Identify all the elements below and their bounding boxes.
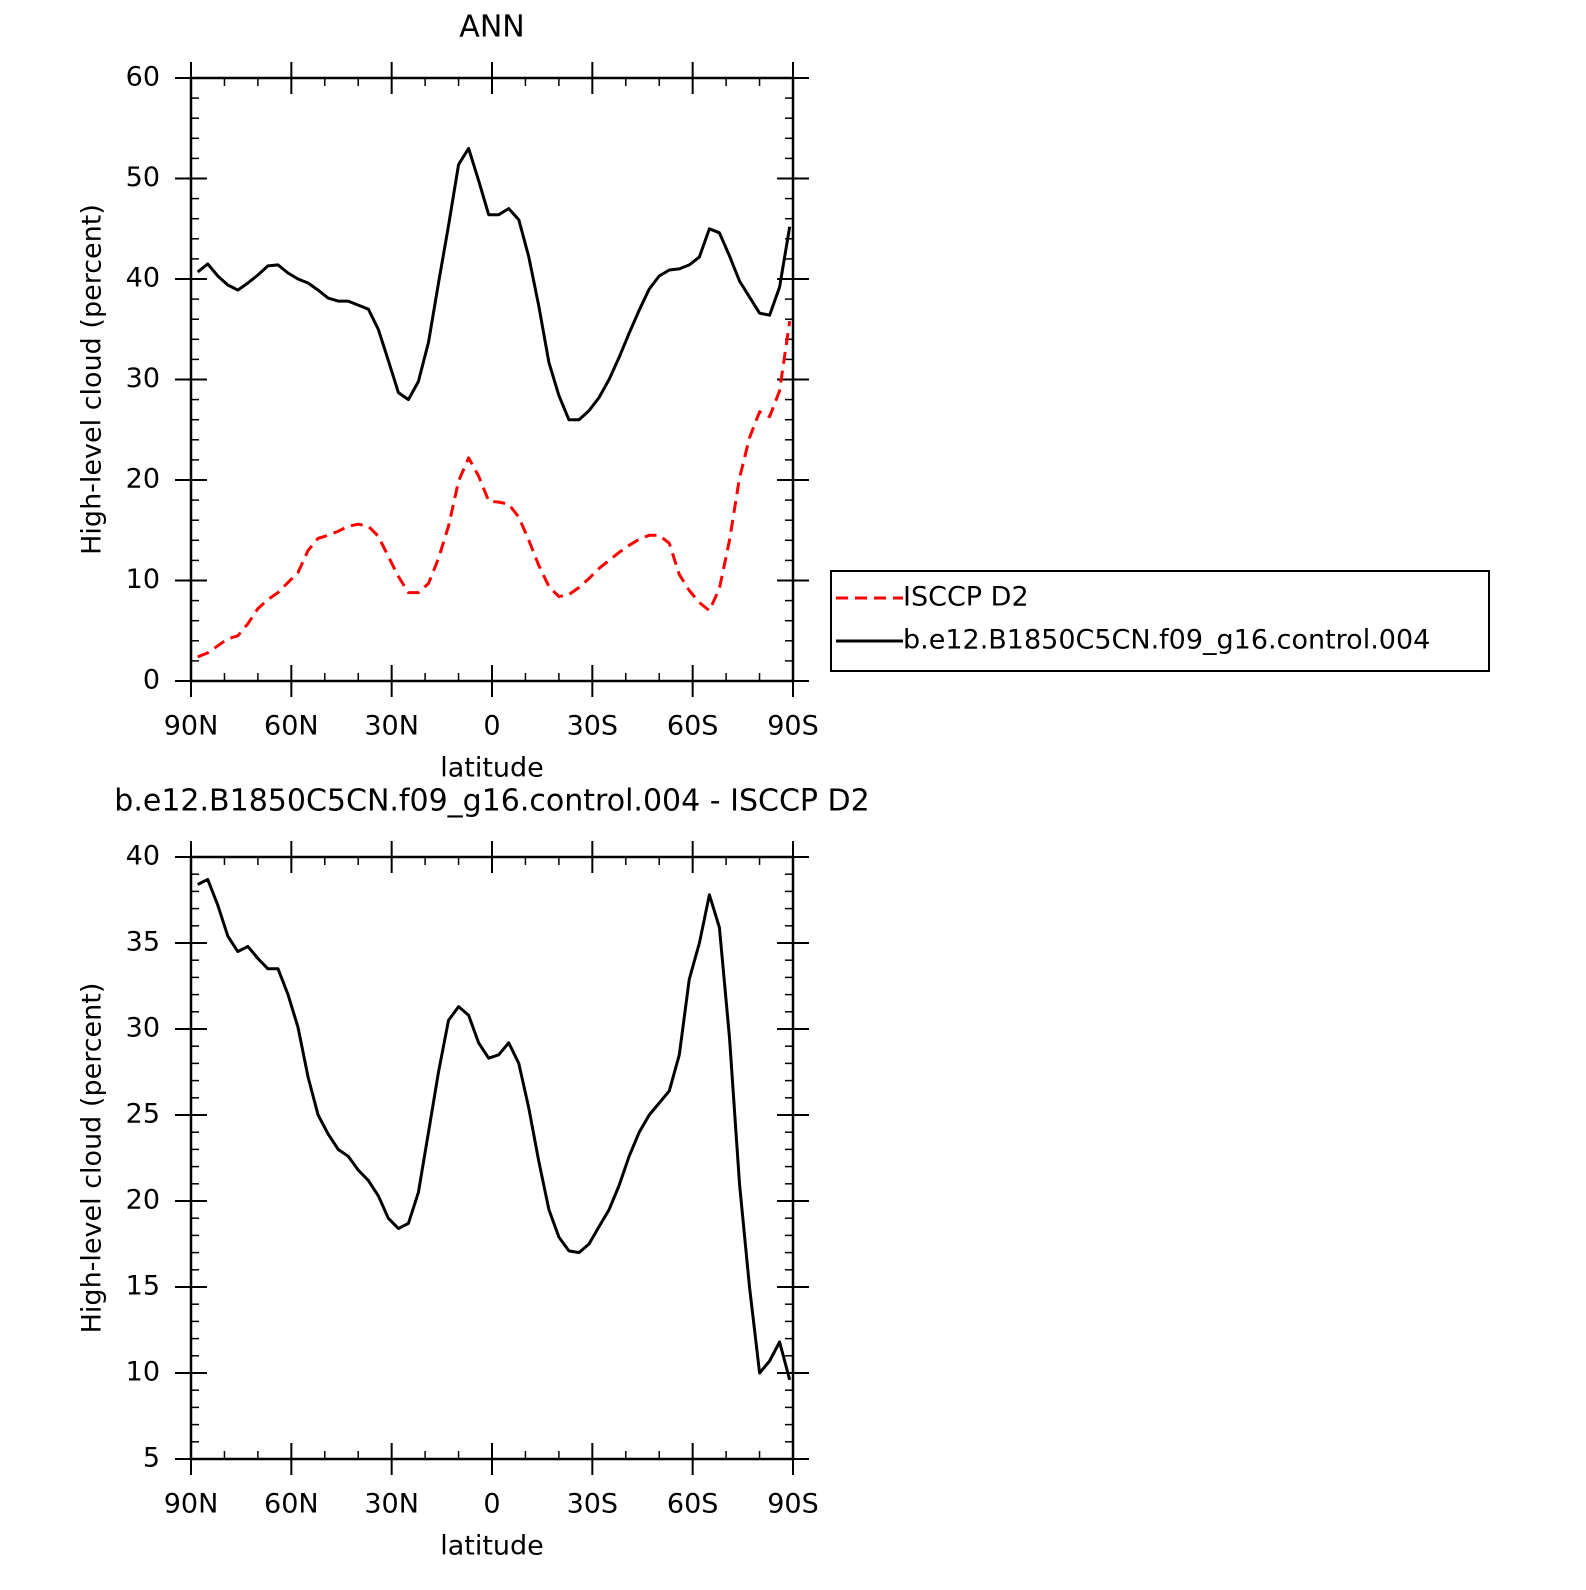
y-tick-label: 10 bbox=[126, 1357, 160, 1388]
x-tick-label: 0 bbox=[483, 711, 500, 742]
y-tick-label: 20 bbox=[126, 464, 160, 495]
x-tick-label: 30N bbox=[364, 711, 419, 742]
x-tick-label: 90N bbox=[164, 711, 219, 742]
series-line bbox=[197, 320, 792, 659]
x-tick-label: 60S bbox=[667, 1489, 719, 1520]
x-tick-label: 90S bbox=[767, 711, 819, 742]
x-axis-label: latitude bbox=[440, 1531, 544, 1562]
plot-frame bbox=[189, 855, 795, 1461]
legend-box bbox=[830, 570, 1490, 672]
plot-frame bbox=[189, 76, 795, 683]
x-tick-label: 90S bbox=[767, 1489, 819, 1520]
y-axis-label: High-level cloud (percent) bbox=[77, 983, 108, 1334]
y-tick-label: 0 bbox=[143, 665, 160, 696]
y-tick-label: 60 bbox=[126, 62, 160, 93]
x-tick-label: 30S bbox=[567, 1489, 619, 1520]
x-tick-label: 30N bbox=[364, 1489, 419, 1520]
y-tick-label: 25 bbox=[126, 1099, 160, 1130]
x-tick-label: 60N bbox=[264, 711, 319, 742]
y-tick-label: 10 bbox=[126, 564, 160, 595]
x-tick-label: 30S bbox=[567, 711, 619, 742]
series-line bbox=[197, 877, 792, 1381]
x-tick-label: 90N bbox=[164, 1489, 219, 1520]
y-tick-label: 30 bbox=[126, 1013, 160, 1044]
x-axis-label: latitude bbox=[440, 753, 544, 784]
y-tick-label: 40 bbox=[126, 263, 160, 294]
y-axis-label: High-level cloud (percent) bbox=[77, 204, 108, 555]
y-tick-label: 50 bbox=[126, 162, 160, 193]
chart-title: b.e12.B1850C5CN.f09_g16.control.004 - IS… bbox=[114, 784, 869, 819]
y-tick-label: 35 bbox=[126, 927, 160, 958]
legend-label: b.e12.B1850C5CN.f09_g16.control.004 bbox=[903, 625, 1430, 656]
y-tick-label: 15 bbox=[126, 1271, 160, 1302]
legend-label: ISCCP D2 bbox=[903, 582, 1029, 613]
y-tick-label: 40 bbox=[126, 841, 160, 872]
x-tick-label: 0 bbox=[483, 1489, 500, 1520]
x-tick-label: 60S bbox=[667, 711, 719, 742]
x-tick-label: 60N bbox=[264, 1489, 319, 1520]
y-tick-label: 5 bbox=[143, 1443, 160, 1474]
chart-title: ANN bbox=[459, 10, 524, 45]
y-tick-label: 30 bbox=[126, 363, 160, 394]
series-line bbox=[196, 146, 792, 422]
y-tick-label: 20 bbox=[126, 1185, 160, 1216]
